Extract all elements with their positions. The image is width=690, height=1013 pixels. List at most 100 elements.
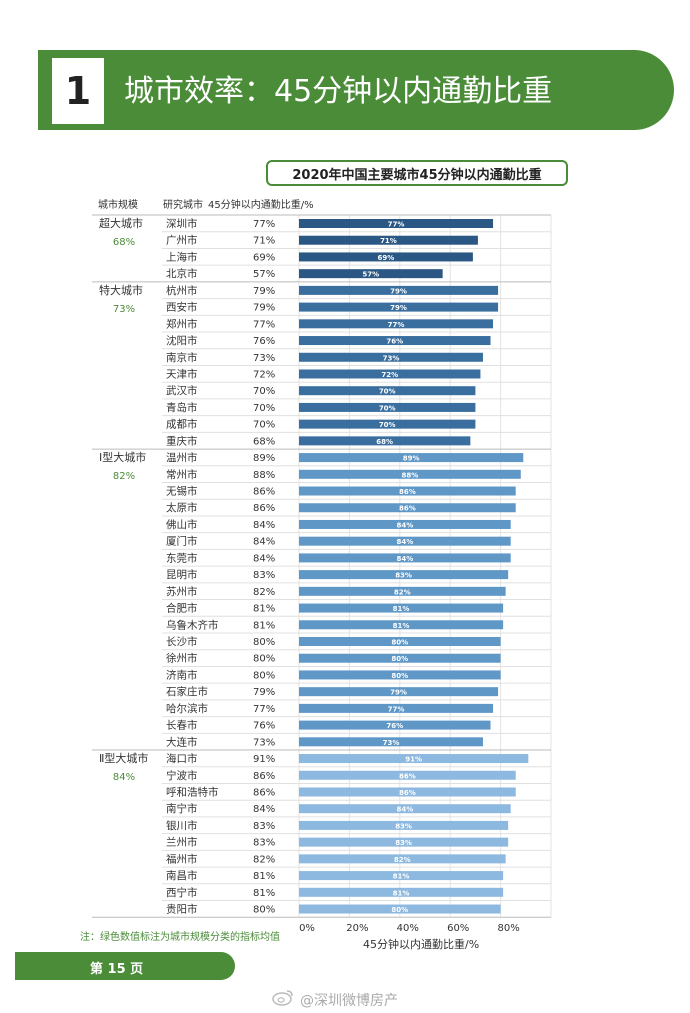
x-tick-label: 60% bbox=[447, 923, 469, 934]
bar bbox=[299, 369, 481, 379]
city-name: 兰州市 bbox=[166, 836, 198, 849]
bar bbox=[299, 737, 483, 747]
bar-data-label: 77% bbox=[388, 705, 405, 713]
bar-data-label: 82% bbox=[394, 588, 411, 596]
bar bbox=[299, 503, 516, 513]
bar bbox=[299, 754, 529, 764]
value-text: 86% bbox=[253, 503, 275, 514]
value-text: 82% bbox=[253, 854, 275, 865]
value-text: 57% bbox=[253, 269, 275, 280]
bar bbox=[299, 820, 509, 830]
bar bbox=[299, 854, 506, 864]
value-text: 86% bbox=[253, 771, 275, 782]
value-text: 83% bbox=[253, 570, 275, 581]
group-name: Ⅰ型大城市 bbox=[99, 450, 146, 464]
bar bbox=[299, 687, 499, 697]
bar bbox=[299, 770, 516, 780]
bar bbox=[299, 386, 476, 396]
value-text: 86% bbox=[253, 787, 275, 798]
bar bbox=[299, 402, 476, 412]
bar-data-label: 81% bbox=[393, 889, 410, 897]
value-text: 83% bbox=[253, 838, 275, 849]
bar bbox=[299, 703, 494, 713]
bar bbox=[299, 670, 501, 680]
value-text: 82% bbox=[253, 587, 275, 598]
group-name: Ⅱ型大城市 bbox=[99, 751, 148, 765]
city-name: 呼和浩特市 bbox=[166, 785, 219, 798]
value-text: 69% bbox=[253, 252, 275, 263]
city-name: 太原市 bbox=[166, 501, 198, 514]
x-tick-label: 0% bbox=[299, 923, 315, 934]
bar bbox=[299, 302, 499, 312]
x-tick-label: 80% bbox=[497, 923, 519, 934]
city-name: 郑州市 bbox=[166, 317, 198, 330]
bar bbox=[299, 285, 499, 295]
bar-data-label: 88% bbox=[401, 471, 418, 479]
bar bbox=[299, 553, 511, 563]
city-name: 上海市 bbox=[166, 250, 198, 263]
weibo-icon bbox=[272, 990, 293, 1006]
bar-data-label: 70% bbox=[379, 404, 396, 412]
bar-data-label: 76% bbox=[386, 722, 403, 730]
section-title: 城市效率：45分钟以内通勤比重 bbox=[124, 74, 553, 109]
value-text: 86% bbox=[253, 487, 275, 498]
value-text: 81% bbox=[253, 604, 275, 615]
group-average: 68% bbox=[113, 237, 135, 248]
bar-data-label: 86% bbox=[399, 789, 416, 797]
value-text: 84% bbox=[253, 520, 275, 531]
bar-data-label: 79% bbox=[390, 304, 407, 312]
value-text: 80% bbox=[253, 637, 275, 648]
value-text: 81% bbox=[253, 620, 275, 631]
bar-data-label: 72% bbox=[381, 371, 398, 379]
bar-data-label: 82% bbox=[394, 856, 411, 864]
value-text: 84% bbox=[253, 537, 275, 548]
city-name: 温州市 bbox=[166, 451, 198, 464]
bar-data-label: 84% bbox=[396, 538, 413, 546]
bar bbox=[299, 486, 516, 496]
city-name: 济南市 bbox=[166, 668, 198, 681]
bar bbox=[299, 871, 504, 881]
value-text: 72% bbox=[253, 369, 275, 380]
bar-data-label: 77% bbox=[388, 321, 405, 329]
value-text: 73% bbox=[253, 737, 275, 748]
city-name: 南宁市 bbox=[166, 802, 198, 815]
value-text: 77% bbox=[253, 219, 275, 230]
value-text: 80% bbox=[253, 670, 275, 681]
group-average: 82% bbox=[113, 471, 135, 482]
city-name: 东莞市 bbox=[166, 551, 198, 564]
bar bbox=[299, 603, 504, 613]
bar-data-label: 91% bbox=[405, 756, 422, 764]
bar bbox=[299, 837, 509, 847]
city-name: 昆明市 bbox=[166, 568, 198, 581]
value-text: 70% bbox=[253, 420, 275, 431]
bar bbox=[299, 319, 494, 329]
header-city: 研究城市 bbox=[163, 200, 203, 211]
bar bbox=[299, 570, 509, 580]
value-text: 89% bbox=[253, 453, 275, 464]
value-text: 84% bbox=[253, 553, 275, 564]
page-banner bbox=[15, 952, 235, 980]
bar bbox=[299, 219, 494, 228]
city-name: 贵阳市 bbox=[166, 903, 198, 916]
bar bbox=[299, 536, 511, 546]
bar bbox=[299, 804, 511, 814]
value-text: 83% bbox=[253, 821, 275, 832]
bar-data-label: 83% bbox=[395, 839, 412, 847]
city-name: 沈阳市 bbox=[166, 334, 198, 347]
city-name: 武汉市 bbox=[166, 384, 198, 397]
city-name: 海口市 bbox=[166, 752, 198, 765]
bar-data-label: 83% bbox=[395, 822, 412, 830]
value-text: 80% bbox=[253, 905, 275, 916]
city-name: 南京市 bbox=[166, 351, 198, 364]
value-text: 79% bbox=[253, 687, 275, 698]
x-axis-label: 45分钟以内通勤比重/% bbox=[363, 938, 480, 951]
city-name: 苏州市 bbox=[166, 585, 198, 598]
city-name: 西安市 bbox=[166, 301, 198, 314]
city-name: 长春市 bbox=[166, 719, 198, 732]
value-text: 91% bbox=[253, 754, 275, 765]
bar bbox=[299, 887, 504, 897]
value-text: 73% bbox=[253, 353, 275, 364]
bar bbox=[299, 519, 511, 529]
city-name: 银川市 bbox=[166, 819, 198, 832]
x-tick-label: 40% bbox=[397, 923, 419, 934]
